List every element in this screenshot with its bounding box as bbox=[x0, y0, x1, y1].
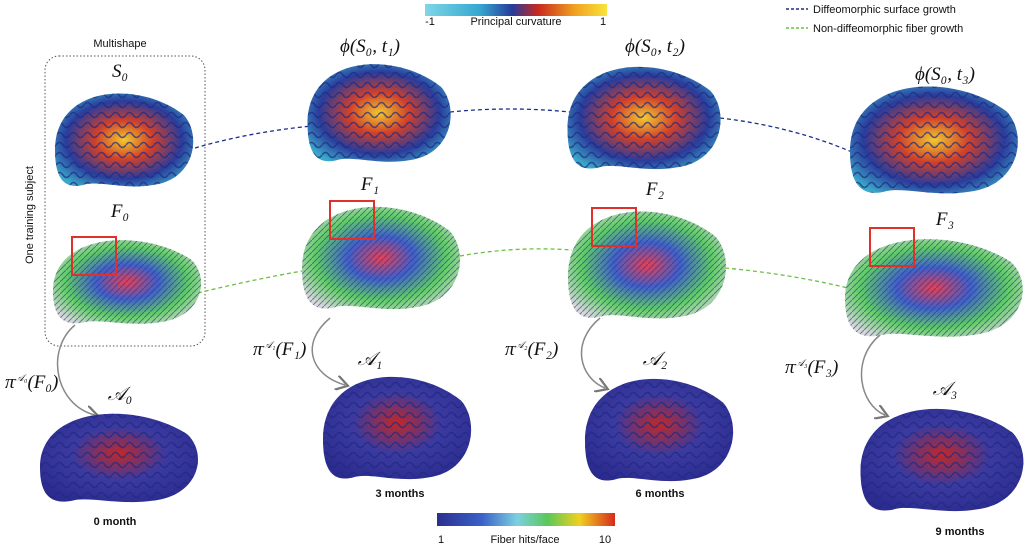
projection-arg: (F₀) bbox=[27, 372, 58, 393]
atlas-label: 𝒜₁ bbox=[358, 349, 383, 370]
fiber-label: F₁ bbox=[360, 174, 379, 195]
age-label: 0 month bbox=[94, 516, 137, 528]
brain-texture bbox=[55, 93, 194, 187]
projection-sup: 𝒜₂ bbox=[515, 340, 528, 351]
fiber-label: F₂ bbox=[645, 179, 665, 200]
colorbar-max: 1 bbox=[600, 16, 606, 28]
fiber-label: F₃ bbox=[935, 209, 954, 230]
brain-texture bbox=[302, 206, 460, 310]
age-label: 3 months bbox=[376, 488, 425, 500]
projection-sup: 𝒜₁ bbox=[263, 340, 276, 351]
colorbar-min: -1 bbox=[425, 16, 435, 28]
side-label: One training subject bbox=[24, 166, 36, 264]
age-label: 6 months bbox=[636, 488, 685, 500]
colorbar-label: Fiber hits/face bbox=[490, 534, 559, 546]
surface-label: ϕ(S₀, t₃) bbox=[915, 64, 975, 85]
brain-texture bbox=[323, 376, 472, 480]
projection-label: π𝒜₁(F₁) bbox=[253, 339, 306, 360]
atlas-label: 𝒜₀ bbox=[108, 384, 133, 405]
projection-arg: (F₂) bbox=[527, 339, 558, 360]
curvature-colorbar bbox=[425, 4, 607, 16]
surface-label: S₀ bbox=[112, 61, 128, 82]
surface-growth-path bbox=[194, 108, 853, 153]
projection-base: π bbox=[505, 339, 515, 360]
fiber-label: F₀ bbox=[110, 201, 129, 222]
projection-sup: 𝒜₃ bbox=[795, 358, 808, 369]
projection-sup: 𝒜₀ bbox=[15, 373, 28, 384]
surface-label: ϕ(S₀, t₂) bbox=[625, 36, 685, 57]
projection-base: π bbox=[5, 372, 15, 393]
legend-label: Non-diffeomorphic fiber growth bbox=[813, 23, 963, 35]
atlas-label: 𝒜₂ bbox=[643, 349, 668, 370]
projection-arrow bbox=[56, 324, 95, 415]
colorbar-max: 10 bbox=[599, 534, 611, 546]
projection-arg: (F₃) bbox=[807, 357, 838, 378]
brain-texture bbox=[845, 239, 1023, 337]
brain-texture bbox=[850, 86, 1018, 194]
brain-texture bbox=[567, 66, 721, 170]
colorbar-min: 1 bbox=[438, 534, 444, 546]
legend-label: Diffeomorphic surface growth bbox=[813, 4, 956, 16]
hits-colorbar bbox=[437, 513, 615, 526]
brain-texture bbox=[860, 408, 1024, 512]
projection-label: π𝒜₂(F₂) bbox=[505, 339, 558, 360]
projection-arrow bbox=[860, 334, 885, 415]
roi-box bbox=[71, 236, 117, 276]
surface-label: ϕ(S₀, t₁) bbox=[340, 36, 400, 57]
roi-box bbox=[329, 200, 375, 240]
brain-texture bbox=[53, 240, 202, 324]
brain-texture bbox=[40, 413, 198, 503]
projection-base: π bbox=[253, 339, 263, 360]
brain-texture bbox=[307, 64, 451, 162]
projection-arg: (F₁) bbox=[275, 339, 306, 360]
atlas-label: 𝒜₃ bbox=[933, 379, 958, 400]
roi-box bbox=[869, 227, 915, 267]
brain-texture bbox=[568, 211, 726, 319]
projection-label: π𝒜₃(F₃) bbox=[785, 357, 838, 378]
projection-label: π𝒜₀(F₀) bbox=[5, 372, 58, 393]
age-label: 9 months bbox=[936, 526, 985, 538]
projection-base: π bbox=[785, 357, 795, 378]
projection-arrow bbox=[311, 317, 345, 385]
subject-title: Multishape bbox=[93, 38, 146, 50]
brain-texture bbox=[585, 378, 734, 482]
fiber-growth-path bbox=[197, 248, 849, 294]
colorbar-label: Principal curvature bbox=[470, 16, 561, 28]
roi-box bbox=[591, 207, 637, 247]
subject-box bbox=[44, 55, 206, 347]
projection-arrow bbox=[580, 317, 605, 388]
